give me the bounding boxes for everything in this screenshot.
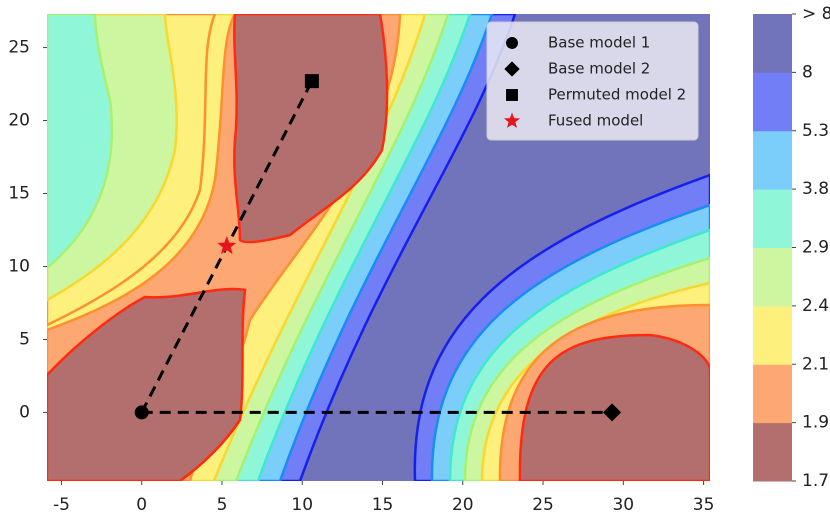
colorbar-band xyxy=(753,305,792,365)
colorbar-band xyxy=(753,72,792,132)
legend-label: Base model 2 xyxy=(548,60,650,78)
colorbar-label: 2.1 xyxy=(802,354,829,374)
colorbar-band xyxy=(753,189,792,248)
colorbar-label: 8 xyxy=(802,62,813,82)
x-tick-label: 10 xyxy=(291,495,313,515)
colorbar-band xyxy=(753,247,792,307)
legend-entries: Base model 1 Base model 2 Permuted model 2… xyxy=(503,34,686,130)
x-tick-label: 20 xyxy=(452,495,474,515)
y-tick-label: 5 xyxy=(19,329,30,349)
x-tick-label: 5 xyxy=(217,495,228,515)
marker xyxy=(217,236,237,255)
contour-band xyxy=(233,14,389,244)
y-tick-label: 15 xyxy=(8,184,30,204)
colorbar-label: 2.9 xyxy=(802,238,829,258)
x-tick-label: 0 xyxy=(136,495,147,515)
legend-label: Permuted model 2 xyxy=(548,86,686,104)
colorbar-band xyxy=(753,14,792,73)
marker xyxy=(503,112,521,128)
colorbar-label: 5.3 xyxy=(802,121,829,141)
colorbar-band xyxy=(753,130,792,190)
y-tick-label: 0 xyxy=(19,402,30,422)
y-tick-label: 20 xyxy=(8,111,30,131)
colorbar-label: 1.7 xyxy=(802,471,829,491)
marker xyxy=(603,403,622,422)
x-tick-label: 15 xyxy=(372,495,394,515)
marker xyxy=(504,61,520,77)
marker xyxy=(304,74,319,89)
colorbar-label: > 8 xyxy=(802,4,830,24)
marker xyxy=(506,37,518,49)
y-tick-label: 10 xyxy=(8,256,30,276)
marker xyxy=(134,405,149,420)
overlay xyxy=(134,74,622,422)
colorbar-band xyxy=(753,422,792,482)
contour-band xyxy=(47,287,247,481)
colorbar-label: 2.4 xyxy=(802,296,829,316)
x-tick-label: 30 xyxy=(612,495,634,515)
contour-band xyxy=(47,14,114,270)
colorbar-label: 1.9 xyxy=(802,413,829,433)
colorbar-band xyxy=(753,364,792,424)
contour-field xyxy=(47,14,710,481)
legend xyxy=(486,21,699,141)
x-tick-label: -5 xyxy=(53,495,70,515)
legend-label: Base model 1 xyxy=(548,34,650,52)
x-tick-label: 35 xyxy=(693,495,715,515)
legend-label: Fused model xyxy=(548,112,643,130)
marker xyxy=(506,89,518,101)
y-tick-label: 25 xyxy=(8,38,30,58)
x-tick-label: 25 xyxy=(532,495,554,515)
colorbar-label: 3.8 xyxy=(802,179,829,199)
